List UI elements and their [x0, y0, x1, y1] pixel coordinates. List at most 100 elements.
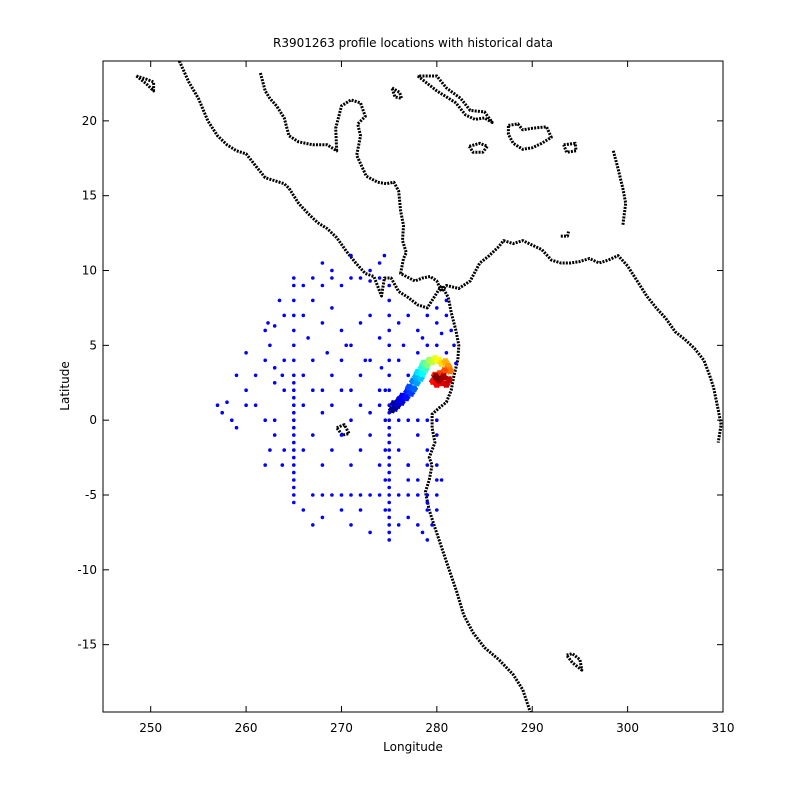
historical-profile-point	[292, 403, 296, 408]
historical-profile-point	[330, 306, 334, 310]
historical-profile-point	[406, 515, 411, 520]
historical-profile-point	[387, 463, 392, 467]
historical-profile-point	[349, 463, 353, 467]
historical-profile-point	[339, 493, 344, 497]
historical-profile-point	[439, 478, 444, 482]
y-tick-label: 20	[82, 114, 97, 128]
historical-profile-point	[425, 500, 430, 505]
historical-profile-point	[387, 478, 392, 482]
historical-profile-point	[387, 343, 392, 348]
historical-profile-point	[449, 328, 454, 333]
historical-profile-point	[292, 485, 296, 490]
axes: 250 260 270 280 290 300 310 -15 -10 -5 0 5 10 15 20	[77, 60, 734, 735]
historical-profile-point	[292, 313, 296, 318]
historical-profile-point	[320, 410, 325, 415]
historical-profile-point	[339, 388, 344, 393]
historical-profile-point	[301, 403, 306, 408]
historical-profile-point	[349, 493, 353, 497]
historical-profile-point	[425, 418, 430, 423]
historical-profile-point	[377, 261, 382, 265]
historical-profile-point	[387, 313, 392, 318]
historical-profile-point	[396, 321, 401, 325]
x-tick-label: 290	[521, 721, 544, 735]
historical-profile-point	[311, 493, 315, 497]
historical-profile-point	[452, 343, 456, 348]
coastlines	[135, 61, 723, 712]
historical-profile-point	[377, 463, 382, 467]
historical-profile-point	[383, 418, 388, 423]
historical-profile-point	[292, 440, 296, 445]
historical-profile-point	[292, 493, 296, 497]
historical-profile-point	[435, 306, 439, 310]
historical-profile-point	[387, 448, 392, 452]
historical-profile-point	[435, 321, 439, 325]
historical-profile-point	[311, 433, 315, 437]
historical-profile-point	[292, 395, 296, 400]
historical-profile-point	[263, 463, 268, 467]
historical-profile-point	[368, 268, 372, 273]
historical-profile-point	[444, 351, 449, 355]
historical-profile-point	[349, 418, 353, 423]
float-profile-point	[402, 393, 411, 402]
historical-profile-point	[320, 463, 325, 467]
historical-profile-point	[358, 373, 363, 378]
historical-profile-point	[292, 276, 296, 280]
x-tick-label: 270	[330, 721, 353, 735]
y-tick-label: -15	[77, 638, 97, 652]
historical-profile-point	[387, 455, 392, 460]
historical-profile-point	[435, 478, 439, 482]
x-axis-label: Longitude	[383, 740, 443, 754]
y-tick-label: 10	[82, 264, 97, 278]
historical-profile-point	[292, 410, 296, 415]
historical-profile-point	[311, 523, 315, 527]
historical-profile-point	[263, 418, 268, 423]
historical-profile-point	[406, 313, 411, 318]
historical-profile-point	[416, 523, 420, 527]
historical-profile-point	[387, 523, 392, 527]
historical-profile-point	[280, 373, 285, 378]
historical-profile-point	[368, 410, 372, 415]
chart-title: R3901263 profile locations with historic…	[273, 36, 553, 50]
historical-profile-point	[244, 388, 248, 393]
historical-profile-point	[292, 470, 296, 475]
historical-profile-point	[292, 328, 296, 333]
historical-profile-point	[416, 478, 420, 482]
historical-profile-point	[215, 403, 220, 408]
historical-profile-point	[339, 328, 344, 333]
historical-profile-point	[292, 388, 296, 393]
historical-profile-point	[311, 358, 315, 363]
historical-profile-point	[383, 478, 388, 482]
historical-profile-point	[292, 298, 296, 303]
historical-profile-point	[377, 403, 382, 408]
historical-profile-point	[396, 358, 401, 363]
coastline-segment	[565, 652, 584, 672]
historical-profile-point	[344, 343, 349, 348]
historical-profile-point	[377, 493, 382, 497]
float-profile-point	[445, 375, 454, 384]
historical-profile-point	[230, 418, 234, 423]
historical-profile-point	[225, 400, 229, 405]
historical-profile-point	[439, 331, 444, 336]
historical-profile-point	[268, 448, 272, 452]
historical-profile-point	[282, 358, 287, 363]
historical-profile-point	[301, 313, 306, 318]
historical-profile-point	[311, 298, 315, 303]
historical-profile-point	[330, 268, 334, 273]
x-tick-label: 300	[616, 721, 639, 735]
historical-profile-point	[282, 448, 287, 452]
historical-profile-point	[425, 463, 430, 467]
historical-profile-point	[425, 313, 430, 318]
historical-profile-point	[292, 448, 296, 452]
historical-profile-point	[387, 493, 392, 497]
coastline-segment	[560, 231, 570, 238]
historical-profile-point	[387, 530, 392, 535]
historical-profile-point	[387, 538, 392, 542]
float-profiles	[388, 355, 455, 414]
historical-profile-point	[234, 373, 239, 378]
historical-profile-point	[387, 328, 392, 333]
coastline-segment	[258, 72, 723, 443]
historical-profile-point	[272, 324, 277, 328]
historical-profile-point	[444, 298, 449, 303]
historical-profile-point	[420, 530, 425, 535]
historical-profile-point	[244, 351, 248, 355]
